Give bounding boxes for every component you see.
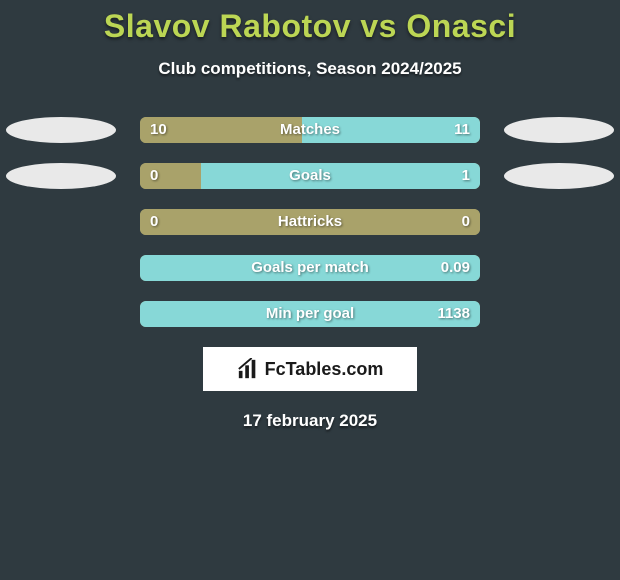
player2-ellipse <box>504 117 614 143</box>
comparison-rows: 1011Matches 01Goals 00Hattricks 0.09Goals p… <box>0 117 620 327</box>
metric-label: Goals <box>140 163 480 189</box>
branding-badge: FcTables.com <box>203 347 417 391</box>
comparison-row: 1138Min per goal <box>0 301 620 327</box>
subtitle: Club competitions, Season 2024/2025 <box>0 59 620 79</box>
player2-ellipse <box>504 163 614 189</box>
player1-ellipse <box>6 117 116 143</box>
comparison-row: 1011Matches <box>0 117 620 143</box>
bar-chart-icon <box>237 358 259 380</box>
comparison-row: 00Hattricks <box>0 209 620 235</box>
metric-label: Min per goal <box>140 301 480 327</box>
metric-label: Goals per match <box>140 255 480 281</box>
metric-label: Matches <box>140 117 480 143</box>
branding-text: FcTables.com <box>265 359 384 380</box>
player1-ellipse <box>6 163 116 189</box>
comparison-row: 0.09Goals per match <box>0 255 620 281</box>
metric-label: Hattricks <box>140 209 480 235</box>
date-text: 17 february 2025 <box>0 411 620 431</box>
comparison-row: 01Goals <box>0 163 620 189</box>
page-title: Slavov Rabotov vs Onasci <box>0 0 620 45</box>
